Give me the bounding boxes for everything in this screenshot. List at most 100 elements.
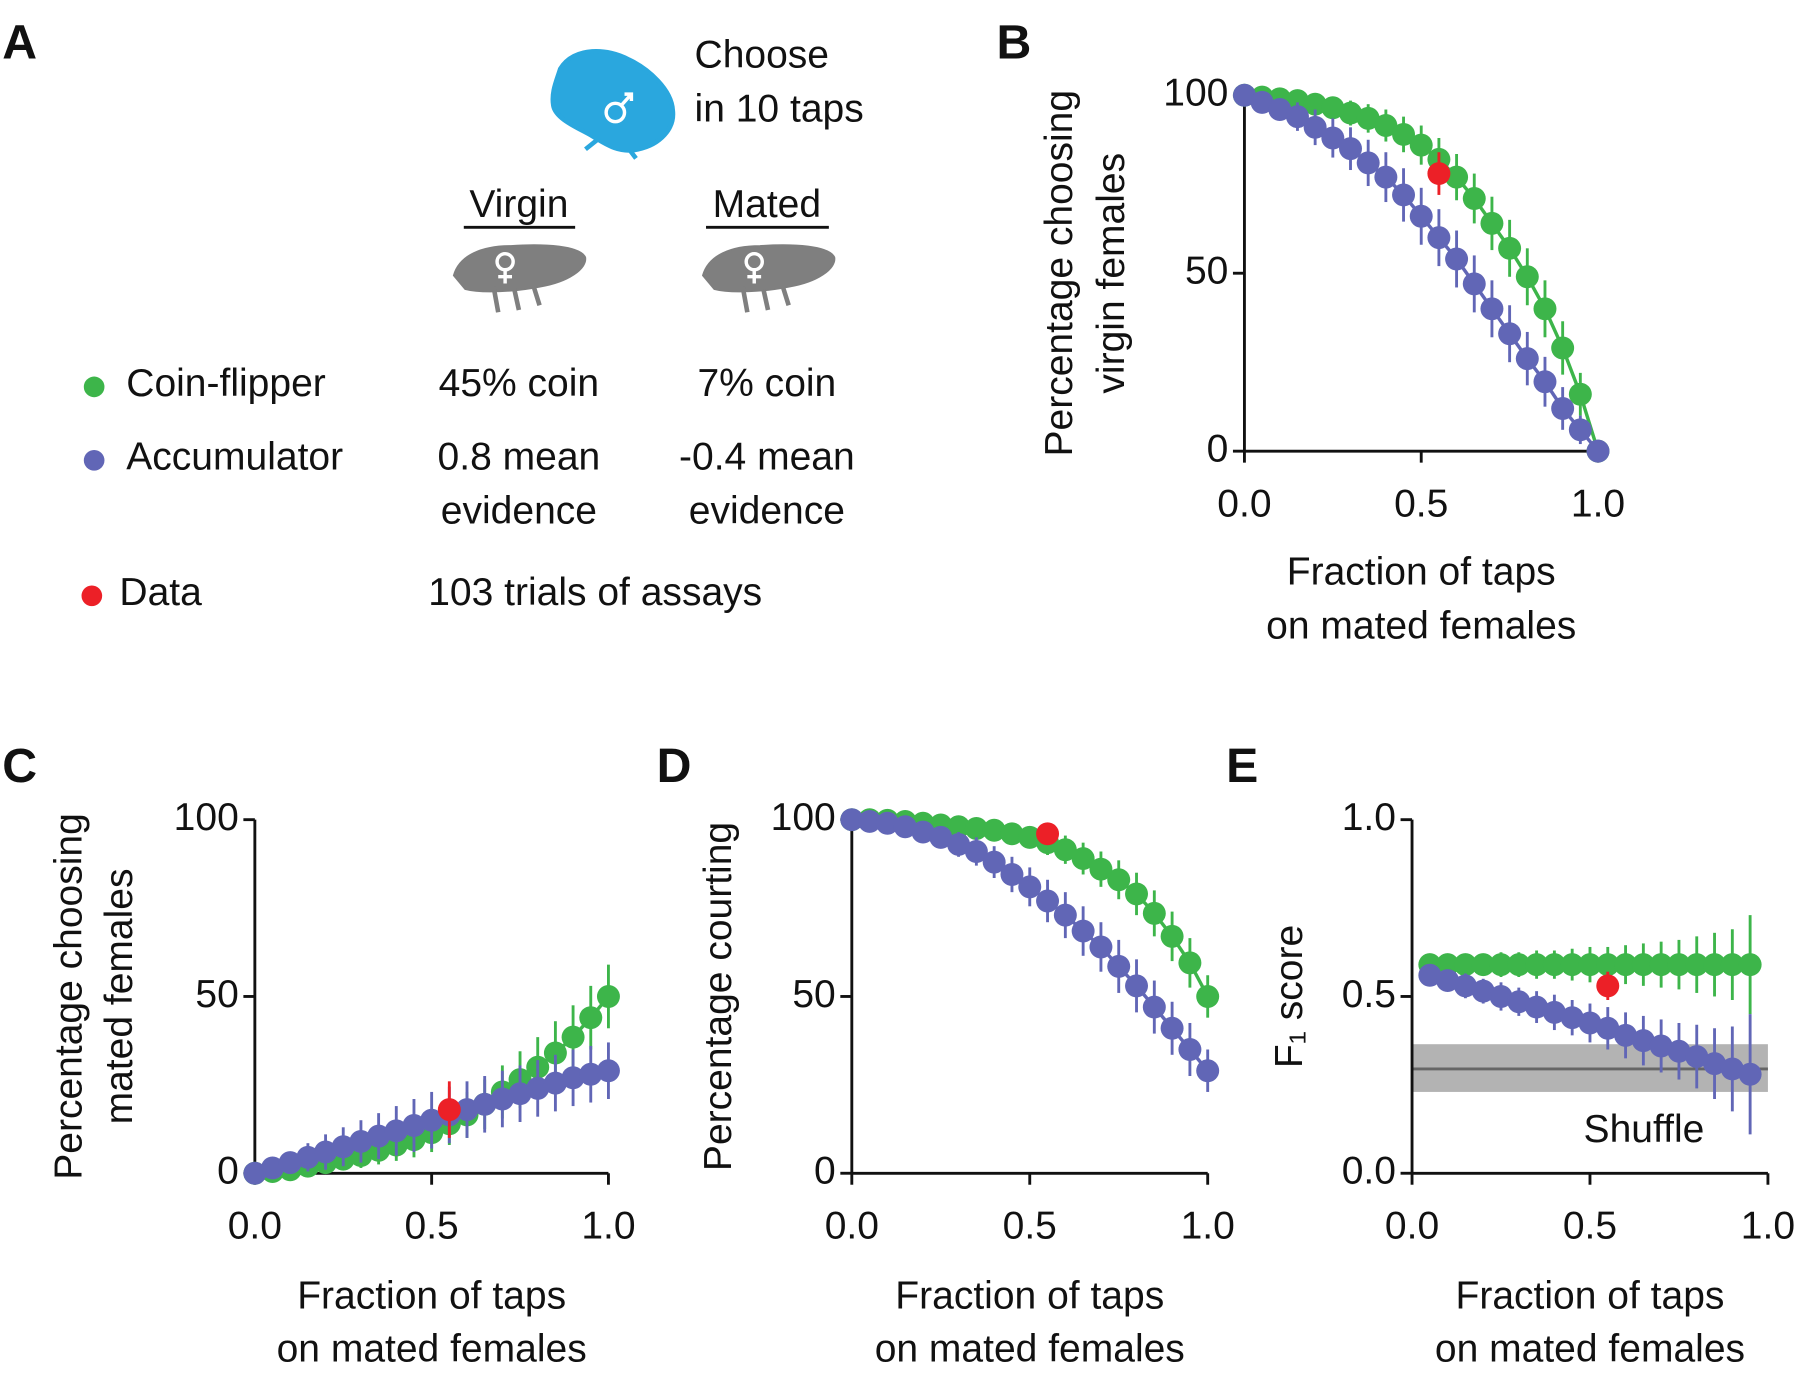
data-point [1720,953,1744,977]
x-tick-label: 0.5 [405,1205,459,1248]
data-point [1053,838,1077,862]
data-point [1178,1038,1202,1061]
data-point [402,1114,426,1138]
data-point [1533,370,1557,394]
data-point [261,1156,285,1180]
data-point [1542,1000,1566,1024]
data-point [1720,1057,1744,1081]
data-point [1196,1059,1220,1083]
data-point [526,1076,550,1100]
x-axis-label: Fraction of taps [297,1275,566,1318]
data-point [1578,1011,1602,1035]
legend-label: Data [119,571,202,614]
data-point [1596,953,1620,977]
data-point [1107,954,1131,978]
x-axis-label: on mated females [1435,1328,1745,1371]
data-point [1303,115,1327,139]
parameter: evidence [441,489,597,532]
column-header: Virgin [469,183,568,226]
column-header: Mated [713,183,821,226]
data-point [1125,882,1148,906]
data-point [1453,953,1477,977]
parameter: -0.4 mean [679,436,855,479]
data-point [1471,953,1495,977]
data-point [1578,953,1602,977]
data-point [561,1066,585,1090]
y-axis-label: virgin females [1090,153,1133,394]
y-tick-label: 50 [195,973,238,1016]
data-point [1667,953,1691,977]
heading-line: in 10 taps [695,88,864,131]
data-point [1142,901,1166,925]
data-point [1250,90,1274,114]
data-point [1667,1039,1691,1063]
y-axis-label: Percentage choosing [1038,90,1081,457]
data-point [1356,106,1380,130]
data-point [1515,265,1539,289]
data-point [543,1071,567,1095]
data-point [893,815,917,839]
data-point [1071,919,1095,943]
data-point [1445,165,1469,189]
data-point [1586,439,1610,463]
data-point [1232,83,1256,107]
data-point [508,1082,532,1106]
data-point [1321,96,1345,120]
x-axis-label: Fraction of taps [895,1275,1164,1318]
data-point [1418,963,1442,987]
data-point [349,1129,373,1153]
y-tick-label: 1.0 [1342,796,1396,839]
legend-dot [81,585,103,607]
data-point [437,1098,461,1122]
data-point [1738,953,1762,977]
data-point [1596,1016,1620,1040]
legend-label: Coin-flipper [126,362,326,405]
x-tick-label: 0.0 [228,1205,282,1248]
data-point [1685,953,1709,977]
data-point [1268,98,1292,121]
data-point [384,1119,408,1143]
data-point [420,1108,444,1132]
data-point [1436,969,1460,993]
data-point [1409,204,1433,228]
data-point [367,1124,391,1148]
data-point [1685,1045,1709,1069]
x-axis-label: Fraction of taps [1456,1275,1725,1318]
x-tick-label: 0.0 [1385,1205,1439,1248]
data-point [490,1087,514,1111]
y-tick-label: 50 [1185,250,1228,293]
data-point [1551,336,1575,360]
data-point [1703,953,1727,977]
legend-label: Accumulator [126,436,343,479]
data-point [1525,995,1549,1019]
data-point [1392,122,1416,146]
data-point [911,820,935,844]
data-point [964,840,988,863]
x-tick-label: 1.0 [1741,1205,1795,1248]
data-point [947,815,971,839]
data-point [596,984,620,1008]
data-point [1507,990,1531,1014]
data-point [1480,211,1504,235]
data-point [1285,105,1309,129]
data-point [1285,89,1309,113]
x-tick-label: 1.0 [581,1205,635,1248]
x-tick-label: 0.5 [1394,483,1448,526]
heading-line: Choose [695,34,829,77]
data-point [331,1135,355,1159]
data-point [929,825,953,849]
data-point [243,1161,267,1185]
data-point [1614,953,1638,977]
data-point [314,1140,338,1164]
data-point [1303,92,1327,116]
data-point [1489,953,1513,977]
y-tick-label: 0.0 [1342,1150,1396,1193]
parameter: 0.8 mean [438,436,601,479]
data-point [579,1006,603,1030]
note: 103 trials of assays [428,571,762,614]
data-point [1071,847,1095,871]
data-point [1409,133,1433,157]
data-point [596,1059,620,1083]
y-axis-label: Percentage choosing [47,813,90,1180]
data-point [1515,347,1539,371]
